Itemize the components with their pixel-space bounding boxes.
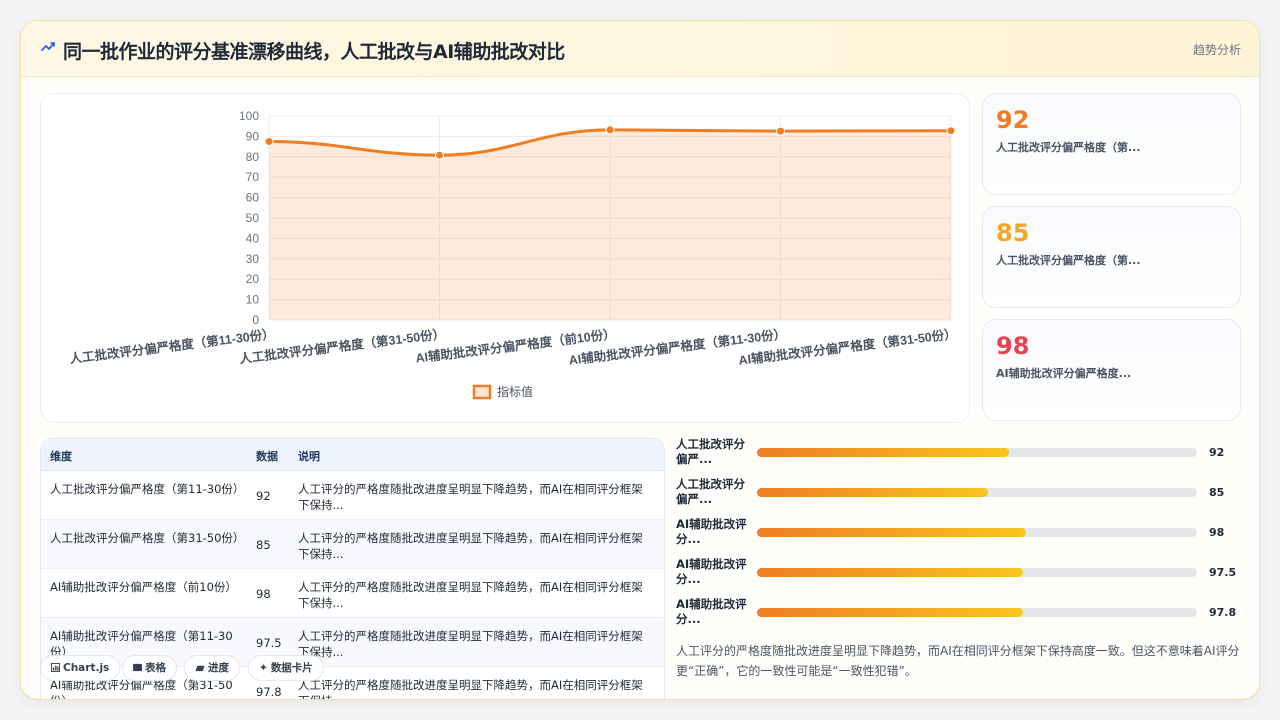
data-point: [264, 137, 274, 146]
progress-value: 97.5: [1209, 566, 1237, 579]
progress-fill: [757, 488, 989, 497]
legend-label: 指标值: [497, 384, 533, 399]
progress-label: AI辅助批改评分...: [676, 597, 747, 626]
y-tick-label: 20: [246, 272, 260, 286]
y-tick-label: 100: [239, 109, 259, 123]
table-header: 维度 数据 说明: [41, 439, 664, 471]
progress-track: [757, 488, 1197, 497]
cell-value: 85: [256, 538, 271, 552]
cell-description: 人工评分的严格度随批改进度呈明显下降趋势，而AI在相同评分框架下保持...: [298, 678, 643, 699]
kpi-card-3[interactable]: 98 AI辅助批改评分偏严格度...: [982, 319, 1241, 421]
kpi-value: 92: [996, 106, 1030, 134]
progress-fill: [757, 568, 1024, 577]
table-row[interactable]: 人工批改评分偏严格度（第31-50份） 85 人工评分的严格度随批改进度呈明显下…: [41, 520, 664, 569]
data-point: [946, 126, 956, 136]
y-tick-label: 60: [246, 191, 260, 205]
progress-value: 98: [1209, 526, 1225, 539]
cell-description: 人工评分的严格度随批改进度呈明显下降趋势，而AI在相同评分框架下保持...: [298, 580, 643, 610]
kpi-card-1[interactable]: 92 人工批改评分偏严格度（第...: [982, 93, 1241, 195]
cell-description: 人工评分的严格度随批改进度呈明显下降趋势，而AI在相同评分框架下保持...: [298, 531, 643, 561]
analysis-type-tag: 趋势分析: [1192, 43, 1241, 57]
data-point: [776, 126, 785, 136]
cell-description: 人工评分的严格度随批改进度呈明显下降趋势，而AI在相同评分框架下保持...: [298, 482, 643, 512]
cell-value: 97.8: [256, 685, 282, 699]
progress-label: 人工批改评分偏严...: [676, 437, 745, 466]
tab-label: 数据卡片: [270, 662, 313, 674]
cell-dimension: 人工批改评分偏严格度（第31-50份）: [50, 531, 245, 545]
dashboard-card: 同一批作业的评分基准漂移曲线，人工批改与AI辅助批改对比 趋势分析 0 10 20 3…: [20, 20, 1260, 700]
progress-fill: [757, 528, 1026, 537]
y-tick-label: 50: [246, 211, 260, 225]
cell-dimension: AI辅助批改评分偏严格度（第31-50份）: [50, 678, 233, 699]
tab-table[interactable]: 表格: [122, 655, 177, 681]
data-point: [435, 150, 444, 160]
progress-value: 85: [1209, 486, 1225, 499]
kpi-value: 85: [996, 219, 1030, 247]
progress-item: AI辅助批改评分... 98: [676, 517, 1246, 553]
y-tick-label: 90: [246, 129, 260, 143]
progress-track: [757, 568, 1197, 577]
column-header-value: 数据: [256, 450, 278, 463]
progress-value: 92: [1209, 446, 1225, 459]
series-area: [269, 129, 951, 320]
header-bar: 同一批作业的评分基准漂移曲线，人工批改与AI辅助批改对比 趋势分析: [21, 21, 1259, 77]
y-tick-label: 0: [252, 313, 259, 327]
progress-label: AI辅助批改评分...: [676, 517, 747, 546]
column-header-description: 说明: [298, 450, 320, 463]
progress-value: 97.8: [1209, 606, 1237, 619]
y-tick-label: 70: [246, 170, 260, 184]
insight-note: 人工评分的严格度随批改进度呈明显下降趋势，而AI在相同评分框架下保持高度一致。但…: [676, 644, 1240, 678]
progress-item: 人工批改评分偏严... 92: [676, 437, 1246, 473]
y-tick-label: 40: [246, 231, 260, 245]
progress-track: [757, 528, 1197, 537]
kpi-card-2[interactable]: 85 人工批改评分偏严格度（第...: [982, 206, 1241, 308]
progress-item: AI辅助批改评分... 97.5: [676, 557, 1246, 593]
kpi-label: 人工批改评分偏严格度（第...: [996, 254, 1141, 267]
tab-data-cards[interactable]: ✦ 数据卡片: [248, 655, 324, 681]
y-tick-label: 30: [246, 252, 260, 266]
table-row[interactable]: AI辅助批改评分偏严格度（第31-50份） 97.8 人工评分的严格度随批改进度…: [41, 667, 664, 699]
cell-dimension: AI辅助批改评分偏严格度（前10份）: [50, 580, 237, 594]
sparkle-icon: ✦: [259, 662, 268, 674]
progress-label: AI辅助批改评分...: [676, 557, 747, 586]
progress-label: 人工批改评分偏严...: [676, 477, 745, 506]
cell-dimension: 人工批改评分偏严格度（第11-30份）: [50, 482, 245, 496]
chart-icon: [51, 663, 60, 672]
kpi-label: AI辅助批改评分偏严格度...: [996, 367, 1132, 380]
y-tick-label: 80: [246, 150, 260, 164]
tab-label: Chart.js: [63, 662, 110, 674]
table-row[interactable]: 人工批改评分偏严格度（第11-30份） 92 人工评分的严格度随批改进度呈明显下…: [41, 471, 664, 520]
chart-panel: 0 10 20 30 40 50 60 70 80 90 100 人工批改评分偏严格度（第11-30份…: [40, 93, 970, 423]
cell-value: 98: [256, 587, 271, 601]
tab-label: 表格: [145, 662, 166, 674]
page-title: 同一批作业的评分基准漂移曲线，人工批改与AI辅助批改对比: [63, 41, 565, 63]
cell-description: 人工评分的严格度随批改进度呈明显下降趋势，而AI在相同评分框架下保持...: [298, 629, 643, 659]
progress-track: [757, 608, 1197, 617]
progress-icon: [195, 665, 205, 672]
y-tick-label: 10: [246, 293, 260, 307]
tab-progress[interactable]: 进度: [184, 655, 240, 681]
area-chart: 0102030405060708090100人工批改评分偏严格度（第11-30份…: [69, 109, 957, 400]
progress-fill: [757, 448, 1009, 457]
progress-track: [757, 448, 1197, 457]
data-point: [605, 125, 615, 135]
cell-value: 97.5: [256, 636, 282, 650]
progress-item: 人工批改评分偏严... 85: [676, 477, 1246, 513]
kpi-value: 98: [996, 332, 1030, 360]
kpi-label: 人工批改评分偏严格度（第...: [996, 141, 1141, 154]
table-row[interactable]: AI辅助批改评分偏严格度（前10份） 98 人工评分的严格度随批改进度呈明显下降…: [41, 569, 664, 618]
trend-line-icon: [41, 42, 55, 51]
tab-chartjs[interactable]: Chart.js: [40, 655, 121, 681]
table-icon: [133, 663, 142, 672]
legend-swatch: [472, 384, 492, 400]
cell-value: 92: [256, 489, 271, 503]
progress-item: AI辅助批改评分... 97.8: [676, 597, 1246, 633]
column-header-dimension: 维度: [50, 450, 72, 463]
tab-label: 进度: [208, 662, 229, 674]
progress-fill: [757, 608, 1024, 617]
